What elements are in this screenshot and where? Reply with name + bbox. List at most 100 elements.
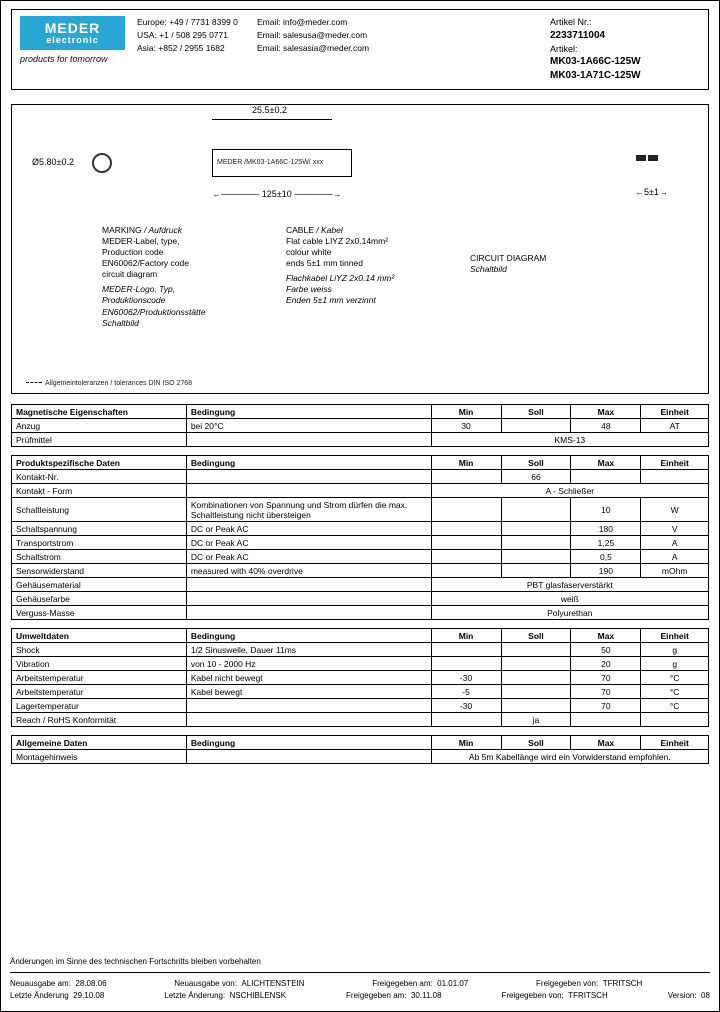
logo-column: MEDER electronic products for tomorrow	[20, 16, 125, 64]
table-cell: 66	[501, 470, 571, 484]
table-header: Soll	[501, 405, 571, 419]
table-cell: Prüfmittel	[12, 433, 187, 447]
table-header: Bedingung	[186, 405, 431, 419]
table-cell: 190	[571, 564, 641, 578]
sensor-rect: MEDER /MK03-1A66C-125W/ xxx	[212, 149, 352, 177]
table-row: Gehäusefarbeweiß	[12, 592, 709, 606]
circle-icon	[92, 153, 112, 173]
table-cell: bei 20°C	[186, 419, 431, 433]
table-header: Min	[431, 405, 501, 419]
table-header: Bedingung	[186, 736, 431, 750]
table-header: Umweltdaten	[12, 629, 187, 643]
artikel-1: MK03-1A66C-125W	[550, 55, 700, 69]
table-cell	[571, 713, 641, 727]
table-row: SchaltleistungKombinationen von Spannung…	[12, 498, 709, 522]
table-product: Produktspezifische DatenBedingungMinSoll…	[11, 455, 709, 620]
table-header: Einheit	[641, 405, 709, 419]
dim-125: ←────── 125±10 ──────→	[212, 189, 342, 199]
table-cell	[431, 522, 501, 536]
table-header: Magnetische Eigenschaften	[12, 405, 187, 419]
marking-l3: circuit diagram	[102, 269, 272, 280]
cable-col: CABLE / Kabel Flat cable LIYZ 2x0.14mm² …	[286, 225, 456, 328]
table-cell: Schaltspannung	[12, 522, 187, 536]
table-cell	[186, 484, 431, 498]
table-cell: -30	[431, 671, 501, 685]
marking-l0: MEDER-Label, type,	[102, 236, 272, 247]
table-cell: 50	[571, 643, 641, 657]
table-cell	[186, 592, 431, 606]
table-header: Soll	[501, 456, 571, 470]
table-cell: A	[641, 550, 709, 564]
marking-it0: MEDER-Logo, Typ,	[102, 284, 272, 295]
table-cell	[186, 578, 431, 592]
table-row: Kontakt - FormA - Schließer	[12, 484, 709, 498]
table-cell: Reach / RoHS Konformität	[12, 713, 187, 727]
cable-head-it: / Kabel	[314, 225, 343, 235]
table-cell	[501, 671, 571, 685]
table-row: PrüfmittelKMS-13	[12, 433, 709, 447]
contact-usa: USA: +1 / 508 295 0771	[137, 29, 247, 42]
circuit-head: CIRCUIT DIAGRAM	[470, 253, 590, 264]
table-cell: Kabel bewegt	[186, 685, 431, 699]
table-header: Min	[431, 456, 501, 470]
table-cell: 30	[431, 419, 501, 433]
table-cell: 70	[571, 685, 641, 699]
table-row: Vibrationvon 10 - 2000 Hz20g	[12, 657, 709, 671]
marking-l2: EN60062/Factory code	[102, 258, 272, 269]
table-row: Sensorwiderstandmeasured with 40% overdr…	[12, 564, 709, 578]
table-cell	[431, 536, 501, 550]
table-cell: V	[641, 522, 709, 536]
table-cell	[431, 550, 501, 564]
table-cell	[501, 550, 571, 564]
table-cell: AT	[641, 419, 709, 433]
table-cell: 1/2 Sinuswelle, Dauer 11ms	[186, 643, 431, 657]
footer-disclaimer: Änderungen im Sinne des technischen Fort…	[10, 956, 710, 968]
table-row: ArbeitstemperaturKabel bewegt-570°C	[12, 685, 709, 699]
table-cell	[186, 433, 431, 447]
circuit-col: CIRCUIT DIAGRAM Schaltbild	[470, 225, 590, 328]
table-cell: DC or Peak AC	[186, 522, 431, 536]
table-cell: 1,25	[571, 536, 641, 550]
table-cell: Arbeitstemperatur	[12, 671, 187, 685]
table-cell: Gehäusematerial	[12, 578, 187, 592]
table-environment: UmweltdatenBedingungMinSollMaxEinheitSho…	[11, 628, 709, 727]
table-cell: Montagehinweis	[12, 750, 187, 764]
table-cell	[501, 699, 571, 713]
cable-it2: Enden 5±1 mm verzinnt	[286, 295, 456, 306]
table-row: TransportstromDC or Peak AC1,25A	[12, 536, 709, 550]
table-header: Max	[571, 456, 641, 470]
table-cell: Polyurethan	[431, 606, 708, 620]
table-header: Einheit	[641, 736, 709, 750]
table-cell: Arbeitstemperatur	[12, 685, 187, 699]
contact-asia: Asia: +852 / 2955 1682	[137, 42, 247, 55]
table-header: Soll	[501, 736, 571, 750]
table-header: Max	[571, 405, 641, 419]
table-header: Bedingung	[186, 456, 431, 470]
table-row: Shock1/2 Sinuswelle, Dauer 11ms50g	[12, 643, 709, 657]
table-cell: A - Schließer	[431, 484, 708, 498]
table-cell	[501, 685, 571, 699]
table-cell	[501, 657, 571, 671]
dim-51: ←5±1→	[635, 187, 668, 197]
table-cell: Ab 5m Kabellänge wird ein Vorwiderstand …	[431, 750, 708, 764]
cable-l0: Flat cable LIYZ 2x0.14mm²	[286, 236, 456, 247]
table-general: Allgemeine DatenBedingungMinSollMaxEinhe…	[11, 735, 709, 764]
table-cell: 70	[571, 671, 641, 685]
table-header: Soll	[501, 629, 571, 643]
table-cell: weiß	[431, 592, 708, 606]
table-row: SchaltstromDC or Peak AC0,5A	[12, 550, 709, 564]
table-cell	[501, 498, 571, 522]
table-cell: Kombinationen von Spannung und Strom dür…	[186, 498, 431, 522]
marking-it1: Produktionscode	[102, 295, 272, 306]
table-cell	[431, 564, 501, 578]
table-header: Max	[571, 736, 641, 750]
table-magnetic: Magnetische EigenschaftenBedingungMinSol…	[11, 404, 709, 447]
table-header: Produktspezifische Daten	[12, 456, 187, 470]
table-cell: Anzug	[12, 419, 187, 433]
table-cell: 70	[571, 699, 641, 713]
artikel-label: Artikel:	[550, 43, 700, 56]
marking-col: MARKING / Aufdruck MEDER-Label, type, Pr…	[102, 225, 272, 328]
marking-it3: Schaltbild	[102, 318, 272, 329]
table-cell: DC or Peak AC	[186, 550, 431, 564]
table-cell	[501, 564, 571, 578]
